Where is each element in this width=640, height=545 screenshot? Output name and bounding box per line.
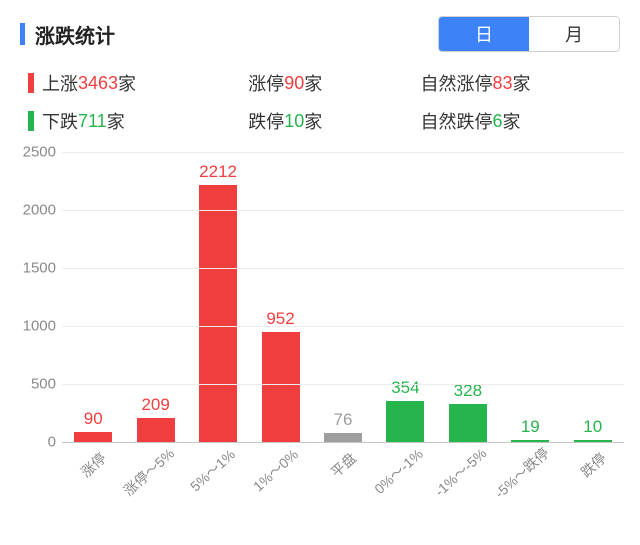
title-wrap: 涨跌统计 <box>20 20 115 49</box>
page-title: 涨跌统计 <box>35 20 115 49</box>
bar-rect <box>199 185 237 442</box>
bar-value-label: 90 <box>84 409 103 429</box>
bar-column: 10 <box>562 152 624 442</box>
stat-value: 6 <box>493 111 503 132</box>
stat-suffix: 家 <box>304 70 322 96</box>
chart-x-tick: 1%～0% <box>249 442 311 522</box>
bar-rect <box>74 432 112 442</box>
down-marker-icon <box>28 111 34 131</box>
chart-x-tick: 5%～1% <box>187 442 249 522</box>
chart-y-tick: 2500 <box>10 144 56 161</box>
stat-label: 上涨 <box>42 70 78 96</box>
chart-x-tick: -1%～-5% <box>437 442 499 522</box>
bar-rect <box>137 418 175 442</box>
stat-limit-down: 跌停 10 家 <box>248 108 420 134</box>
chart-x-tick: 涨停 <box>62 442 124 522</box>
bar-value-label: 354 <box>391 378 419 398</box>
stat-up-total: 上涨 3463 家 <box>28 70 248 96</box>
bar-column: 209 <box>124 152 186 442</box>
bar-rect <box>386 401 424 442</box>
bar-value-label: 10 <box>583 417 602 437</box>
chart-y-tick: 500 <box>10 376 56 393</box>
stat-label: 自然涨停 <box>421 70 493 96</box>
chart-y-tick: 1000 <box>10 318 56 335</box>
stats-grid: 上涨 3463 家 涨停 90 家 自然涨停 83 家 下跌 711 家 跌停 … <box>0 64 640 148</box>
period-toggle: 日 月 <box>438 16 620 52</box>
bar-rect <box>324 433 362 442</box>
stat-suffix: 家 <box>304 108 322 134</box>
bar-column: 76 <box>312 152 374 442</box>
stat-label: 涨停 <box>248 70 284 96</box>
header: 涨跌统计 日 月 <box>0 0 640 64</box>
title-accent-bar <box>20 23 25 45</box>
chart-x-tick: 跌停 <box>562 442 624 522</box>
bar-column: 90 <box>62 152 124 442</box>
up-marker-icon <box>28 73 34 93</box>
bar-rect <box>449 404 487 442</box>
bar-value-label: 76 <box>334 410 353 430</box>
stat-suffix: 家 <box>513 70 531 96</box>
stat-value: 3463 <box>78 73 118 94</box>
stat-value: 10 <box>284 111 304 132</box>
stat-suffix: 家 <box>107 108 125 134</box>
bar-chart: 90 209 2212 952 76 354 328 19 10 涨停涨停～5%5%～1%1%～… <box>10 152 628 522</box>
chart-y-tick: 2000 <box>10 202 56 219</box>
bar-column: 19 <box>499 152 561 442</box>
stat-natural-limit-down: 自然跌停 6 家 <box>421 108 612 134</box>
chart-x-tick: -5%～跌停 <box>499 442 561 522</box>
bar-rect <box>262 332 300 442</box>
bar-value-label: 19 <box>521 417 540 437</box>
bar-value-label: 209 <box>141 395 169 415</box>
stat-value: 83 <box>493 73 513 94</box>
stat-limit-up: 涨停 90 家 <box>248 70 420 96</box>
chart-gridline <box>62 268 624 269</box>
chart-gridline <box>62 384 624 385</box>
bar-column: 952 <box>249 152 311 442</box>
stat-suffix: 家 <box>118 70 136 96</box>
chart-gridline <box>62 152 624 153</box>
bar-column: 328 <box>437 152 499 442</box>
chart-gridline <box>62 210 624 211</box>
chart-gridline <box>62 442 624 443</box>
chart-x-tick: 涨停～5% <box>124 442 186 522</box>
stat-value: 90 <box>284 73 304 94</box>
stat-down-total: 下跌 711 家 <box>28 108 248 134</box>
tab-month[interactable]: 月 <box>529 17 619 51</box>
stat-label: 跌停 <box>248 108 284 134</box>
stat-suffix: 家 <box>503 108 521 134</box>
chart-x-tick: 平盘 <box>312 442 374 522</box>
tab-day[interactable]: 日 <box>439 17 529 51</box>
bar-value-label: 2212 <box>199 162 237 182</box>
chart-x-tick: 0%～-1% <box>374 442 436 522</box>
chart-x-axis: 涨停涨停～5%5%～1%1%～0%平盘0%～-1%-1%～-5%-5%～跌停跌停 <box>62 442 624 522</box>
bar-column: 2212 <box>187 152 249 442</box>
chart-gridline <box>62 326 624 327</box>
stat-label: 下跌 <box>42 108 78 134</box>
stat-label: 自然跌停 <box>421 108 493 134</box>
chart-y-tick: 0 <box>10 434 56 451</box>
chart-y-tick: 1500 <box>10 260 56 277</box>
bar-column: 354 <box>374 152 436 442</box>
stat-natural-limit-up: 自然涨停 83 家 <box>421 70 612 96</box>
stat-value: 711 <box>78 111 107 132</box>
chart-bars: 90 209 2212 952 76 354 328 19 10 <box>62 152 624 442</box>
